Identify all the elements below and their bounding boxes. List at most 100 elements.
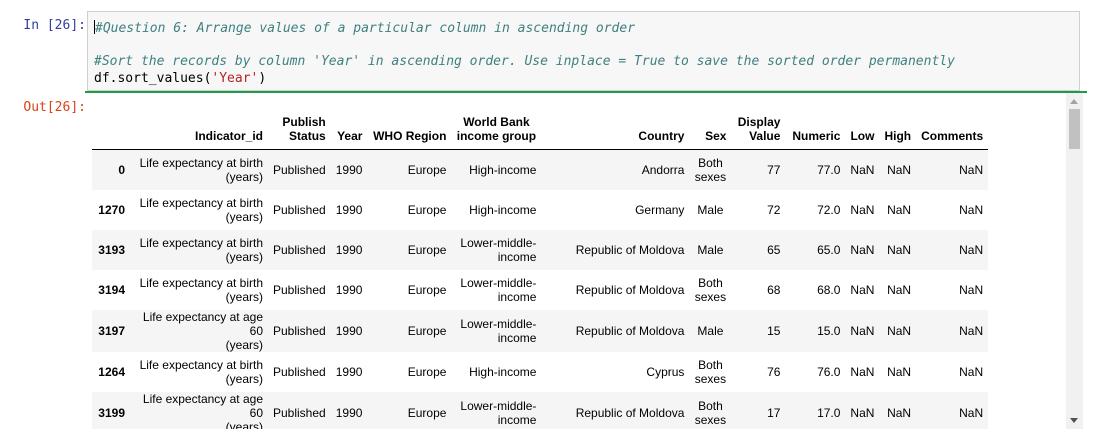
cell-sex: Both sexes <box>689 352 731 392</box>
header-publish-status-line1: Publish <box>282 115 326 129</box>
header-who-region: WHO Region <box>373 129 447 143</box>
code-call: df.sort_values( <box>94 71 212 86</box>
cell-year: 1990 <box>335 283 363 297</box>
row-index: 1270 <box>98 203 125 217</box>
cell-indicator-id: Life expectancy at birth (years) <box>130 270 268 310</box>
cell-sex-line1: Both <box>698 358 723 372</box>
cell-who-region: Europe <box>407 163 447 177</box>
cell-display-value: 77 <box>767 163 781 177</box>
header-display-value-line2: Value <box>749 129 781 143</box>
cell-sex: Both sexes <box>689 392 731 429</box>
code-cell-editor[interactable]: #Question 6: Arrange values of a particu… <box>87 11 1080 91</box>
cell-year: 1990 <box>335 203 363 217</box>
cell-high: NaN <box>887 324 912 338</box>
row-index: 3197 <box>98 324 125 338</box>
cell-indicator-line1: Life expectancy at birth <box>139 156 263 170</box>
header-publish-status: Publish Status <box>268 113 331 150</box>
text-cursor <box>94 20 95 34</box>
cell-high: NaN <box>887 406 912 420</box>
cell-display-value: 72 <box>767 203 781 217</box>
cell-low: NaN <box>850 406 875 420</box>
table-row: 1264 Life expectancy at birth (years) Publi… <box>92 352 988 392</box>
cell-display-value: 17 <box>767 406 781 420</box>
cell-country: Republic of Moldova <box>575 283 685 297</box>
output-area: Indicator_id Publish Status Year WHO Regi… <box>87 93 1068 429</box>
header-index <box>92 113 130 150</box>
cell-year: 1990 <box>335 163 363 177</box>
cell-comments: NaN <box>959 406 984 420</box>
cell-indicator-line2: (years) <box>225 338 263 352</box>
cell-income-line1: Lower-middle- <box>460 399 537 413</box>
cell-income-line1: Lower-middle- <box>460 317 537 331</box>
output-scrollbar[interactable] <box>1066 93 1083 429</box>
cell-indicator-line1: Life expectancy at birth <box>139 358 263 372</box>
cell-numeric: 68.0 <box>817 283 841 297</box>
cell-indicator-id: Life expectancy at age 60 (years) <box>130 392 268 429</box>
cell-country: Republic of Moldova <box>575 406 685 420</box>
cell-country: Republic of Moldova <box>575 243 685 257</box>
cell-numeric: 15.0 <box>817 324 841 338</box>
cell-income-group: Lower-middle-income <box>451 310 541 352</box>
cell-indicator-line2: (years) <box>225 170 263 184</box>
cell-comments: NaN <box>959 243 984 257</box>
cell-indicator-id: Life expectancy at birth (years) <box>130 352 268 392</box>
header-display-value: Display Value <box>731 113 785 150</box>
cell-who-region: Europe <box>407 365 447 379</box>
table-row: 0 Life expectancy at birth (years) Publishe… <box>92 149 989 191</box>
cell-sex-line2: sexes <box>694 290 727 304</box>
cell-who-region: Europe <box>407 283 447 297</box>
cell-who-region: Europe <box>407 203 447 217</box>
header-country: Country <box>638 129 685 143</box>
cell-indicator-line1: Life expectancy at birth <box>139 276 263 290</box>
cell-income-line1: High-income <box>469 365 537 379</box>
cell-income-group: High-income <box>451 150 541 191</box>
code-call-close: ) <box>258 71 267 86</box>
header-indicator-id: Indicator_id <box>194 129 263 143</box>
scroll-down-arrow-icon[interactable] <box>1070 418 1078 423</box>
cell-sex-line1: Male <box>697 243 724 257</box>
cell-sex-line1: Both <box>698 399 723 413</box>
header-year: Year <box>337 129 363 143</box>
cell-sex-line2: sexes <box>694 372 727 386</box>
cell-display-value: 76 <box>767 365 781 379</box>
row-index: 3194 <box>98 283 125 297</box>
cell-sex-line1: Male <box>697 203 724 217</box>
input-prompt: In [26]: <box>23 18 86 33</box>
cell-income-line2: income <box>497 331 537 345</box>
cell-country: Andorra <box>641 163 685 177</box>
cell-year: 1990 <box>335 324 363 338</box>
cell-year: 1990 <box>335 406 363 420</box>
cell-numeric: 72.0 <box>817 203 841 217</box>
cell-income-group: Lower-middle-income <box>451 392 541 429</box>
cell-display-value: 15 <box>767 324 781 338</box>
cell-indicator-line2: (years) <box>225 372 263 386</box>
header-high: High <box>884 129 912 143</box>
cell-display-value: 65 <box>767 243 781 257</box>
code-line-1: #Question 6: Arrange values of a particu… <box>94 20 635 36</box>
row-index: 3193 <box>98 243 125 257</box>
cell-low: NaN <box>850 324 875 338</box>
code-string-year: 'Year' <box>211 71 259 86</box>
cell-comments: NaN <box>959 324 984 338</box>
cell-income-line1: High-income <box>469 163 537 177</box>
cell-income-line1: Lower-middle- <box>460 276 537 290</box>
cell-sex: Male <box>689 310 731 352</box>
cell-who-region: Europe <box>407 324 447 338</box>
cell-year: 1990 <box>335 365 363 379</box>
table-row: 1270 Life expectancy at birth (years) Publi… <box>92 190 988 230</box>
cell-indicator-line1: Life expectancy at birth <box>139 196 263 210</box>
cell-who-region: Europe <box>407 406 447 420</box>
cell-income-group: Lower-middle-income <box>451 230 541 270</box>
scrollbar-thumb[interactable] <box>1069 109 1080 149</box>
cell-comments: NaN <box>959 283 984 297</box>
cell-high: NaN <box>887 203 912 217</box>
cell-sex: Male <box>689 230 731 270</box>
cell-high: NaN <box>887 243 912 257</box>
cell-indicator-id: Life expectancy at birth (years) <box>130 190 268 230</box>
row-index: 3199 <box>98 406 125 420</box>
code-line-4: df.sort_values('Year') <box>94 71 266 86</box>
scroll-up-arrow-icon[interactable] <box>1070 99 1078 104</box>
cell-income-line1: Lower-middle- <box>460 236 537 250</box>
cell-publish-status: Published <box>273 406 326 420</box>
cell-indicator-id: Life expectancy at birth (years) <box>130 230 268 270</box>
